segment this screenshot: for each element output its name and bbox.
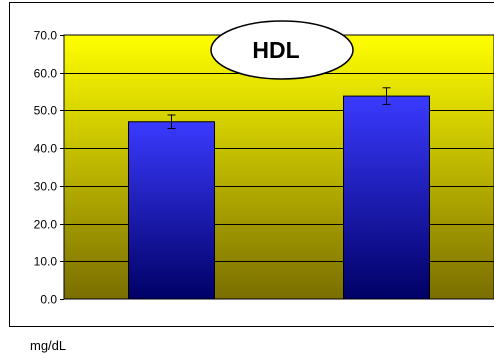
y-tick-label: 0.0	[40, 293, 57, 307]
y-axis-unit-label: mg/dL	[30, 338, 67, 353]
y-tick-label: 50.0	[34, 104, 58, 118]
y-tick-label: 20.0	[34, 218, 58, 232]
y-tick-label: 10.0	[34, 255, 58, 269]
chart-title-group: HDL	[210, 20, 354, 80]
y-tick-label: 70.0	[34, 29, 58, 43]
title-ellipse	[210, 20, 354, 80]
chart: 0.0 10.0 20.0 30.0 40.0 50.0 60.0 70.0 HDL	[9, 2, 494, 327]
y-tick-label: 30.0	[34, 180, 58, 194]
bars	[128, 87, 430, 300]
error-bar	[382, 87, 391, 105]
y-tick-label: 40.0	[34, 142, 58, 156]
chart-title: HDL	[252, 37, 299, 63]
y-tick-label: 60.0	[34, 67, 58, 81]
bar	[343, 95, 430, 300]
y-axis-ticks: 0.0 10.0 20.0 30.0 40.0 50.0 60.0 70.0	[34, 29, 64, 307]
bar	[128, 121, 215, 300]
error-bar	[167, 114, 176, 130]
